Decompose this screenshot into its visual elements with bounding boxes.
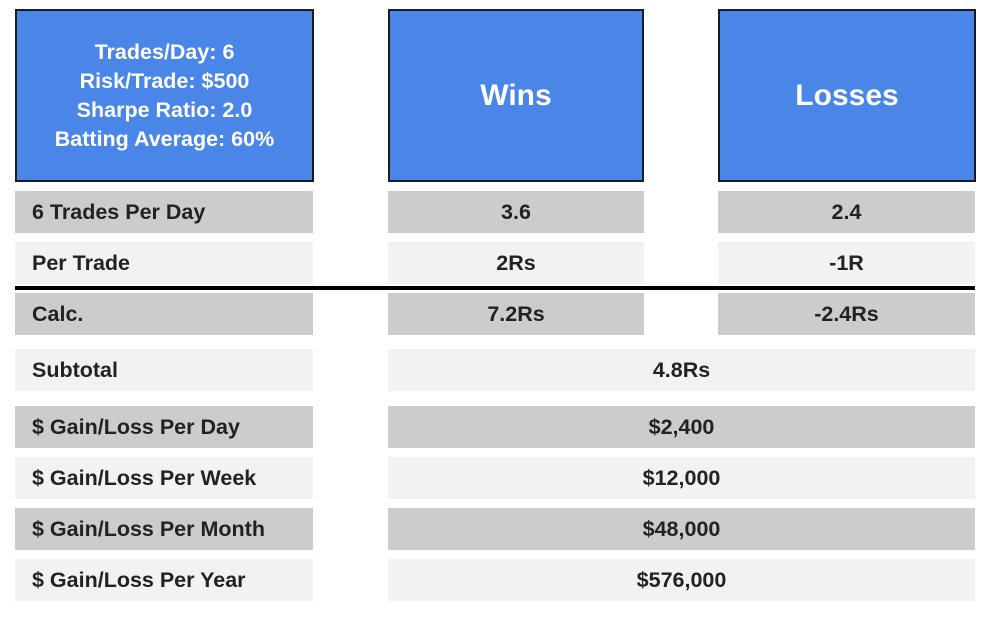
per-trade-wins-cell: 2Rs (388, 242, 644, 284)
subtotal-label: Subtotal (15, 349, 313, 391)
gain-loss-per-year-label: $ Gain/Loss Per Year (15, 559, 313, 601)
calc-wins-cell: 7.2Rs (388, 293, 644, 335)
calculation-divider-line (15, 286, 975, 290)
trades-per-day-label: 6 Trades Per Day (15, 191, 313, 233)
gain-loss-per-year-value: $576,000 (388, 559, 975, 601)
trades-per-day-param: Trades/Day: 6 (94, 39, 235, 64)
subtotal-value-cell: 4.8Rs (388, 349, 975, 391)
gain-loss-per-month-value: $48,000 (388, 508, 975, 550)
calc-losses-cell: -2.4Rs (718, 293, 975, 335)
calc-label: Calc. (15, 293, 313, 335)
gain-loss-per-week-label: $ Gain/Loss Per Week (15, 457, 313, 499)
batting-average-param: Batting Average: 60% (54, 126, 275, 151)
risk-per-trade-param: Risk/Trade: $500 (79, 68, 250, 93)
gain-loss-per-day-label: $ Gain/Loss Per Day (15, 406, 313, 448)
gain-loss-per-month-label: $ Gain/Loss Per Month (15, 508, 313, 550)
losses-column-header: Losses (718, 9, 976, 182)
trades-per-day-wins-cell: 3.6 (388, 191, 644, 233)
gain-loss-per-day-value: $2,400 (388, 406, 975, 448)
strategy-parameters-header: Trades/Day: 6 Risk/Trade: $500 Sharpe Ra… (15, 9, 314, 182)
trades-per-day-losses-cell: 2.4 (718, 191, 975, 233)
sharpe-ratio-param: Sharpe Ratio: 2.0 (76, 97, 253, 122)
gain-loss-per-week-value: $12,000 (388, 457, 975, 499)
per-trade-losses-cell: -1R (718, 242, 975, 284)
wins-column-header: Wins (388, 9, 644, 182)
per-trade-label: Per Trade (15, 242, 313, 284)
